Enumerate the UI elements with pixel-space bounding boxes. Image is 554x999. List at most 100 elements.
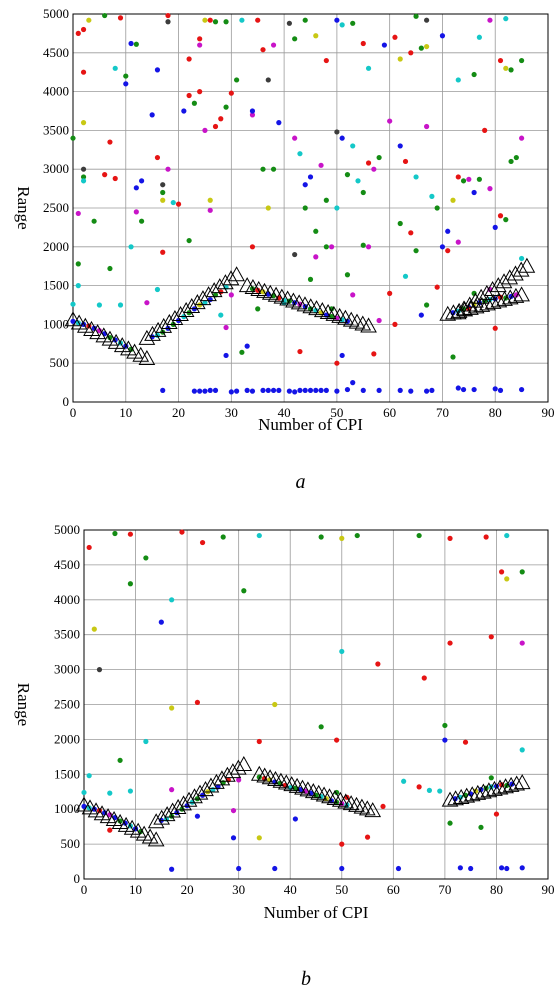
data-point: [313, 387, 319, 393]
data-point: [460, 178, 467, 184]
data-point: [249, 112, 256, 118]
data-point: [270, 166, 277, 172]
data-point: [286, 20, 292, 26]
panel-caption: a: [296, 471, 306, 493]
data-point: [128, 244, 134, 250]
data-point: [344, 172, 351, 178]
x-axis-label: Number of CPI: [264, 903, 369, 922]
track-triangle: [283, 776, 301, 792]
panel-caption: b: [301, 968, 311, 990]
data-point: [292, 251, 298, 258]
data-point: [488, 634, 494, 640]
data-point: [318, 534, 324, 540]
track-triangle: [250, 280, 268, 296]
data-point: [455, 174, 461, 180]
data-point: [212, 19, 219, 25]
track-triangle: [308, 300, 325, 316]
data-point: [107, 827, 113, 833]
y-tick-label: 1000: [43, 316, 69, 331]
scatter-points: [70, 12, 525, 395]
track-triangle: [138, 329, 156, 345]
data-point: [503, 65, 509, 71]
data-point: [218, 116, 224, 122]
track-triangle: [456, 301, 474, 317]
data-point: [112, 530, 118, 537]
x-tick-label: 80: [489, 405, 502, 420]
data-point: [70, 301, 76, 307]
y-tick-label: 3500: [54, 627, 80, 642]
data-point: [380, 803, 386, 810]
track-triangle: [360, 317, 377, 333]
data-point: [466, 176, 472, 182]
data-point: [234, 77, 240, 83]
track-triangle: [273, 288, 291, 304]
track-triangle: [478, 284, 496, 300]
track-triangle: [256, 282, 273, 298]
track-triangle: [313, 302, 331, 318]
data-point: [297, 348, 303, 355]
data-point: [75, 283, 81, 289]
data-point: [329, 244, 335, 250]
data-point: [408, 388, 414, 394]
data-point: [499, 569, 505, 575]
data-point: [241, 588, 247, 594]
track-triangle: [507, 265, 524, 281]
data-point: [202, 300, 208, 306]
data-point: [334, 129, 340, 135]
y-tick-label: 5000: [54, 522, 80, 537]
data-point: [191, 100, 197, 106]
data-point: [471, 189, 477, 196]
data-point: [519, 640, 525, 646]
data-point: [460, 386, 467, 393]
data-point: [482, 127, 488, 133]
data-point: [255, 306, 261, 312]
data-point: [207, 207, 213, 213]
data-point: [302, 17, 308, 23]
track-triangle: [267, 770, 284, 786]
data-point: [160, 189, 166, 196]
data-point: [455, 385, 461, 391]
data-point: [426, 787, 433, 793]
data-point: [493, 811, 500, 817]
data-point: [175, 201, 182, 207]
data-point: [424, 123, 430, 130]
data-point: [519, 255, 525, 262]
track-triangle: [147, 831, 165, 847]
data-point: [292, 36, 298, 42]
data-point: [169, 597, 175, 603]
data-point: [445, 248, 451, 254]
data-point: [260, 387, 266, 393]
data-point: [442, 722, 448, 729]
data-point: [256, 738, 262, 745]
y-tick-label: 4000: [43, 84, 69, 99]
data-point: [249, 108, 256, 114]
track-triangle: [149, 321, 167, 337]
data-point: [276, 120, 282, 126]
y-tick-label: 3000: [54, 662, 80, 677]
x-tick-label: 20: [181, 882, 194, 897]
x-tick-label: 30: [225, 405, 238, 420]
y-tick-label: 3500: [43, 122, 69, 137]
data-point: [334, 205, 340, 211]
data-point: [220, 534, 226, 540]
data-point: [218, 312, 224, 318]
data-point: [207, 17, 213, 23]
data-point: [519, 569, 525, 575]
data-point: [365, 244, 372, 250]
data-point: [194, 699, 201, 706]
data-point: [424, 388, 430, 394]
track-triangle: [302, 298, 320, 314]
data-point: [239, 17, 245, 23]
data-point: [158, 619, 164, 625]
x-tick-label: 10: [119, 405, 132, 420]
data-point: [354, 532, 360, 539]
data-point: [455, 239, 461, 245]
plot-frame: [72, 13, 549, 403]
track-triangle: [512, 261, 530, 277]
data-point: [376, 317, 382, 324]
track-triangle: [267, 286, 285, 302]
x-tick-label: 70: [438, 882, 451, 897]
data-point: [169, 705, 175, 711]
data-point: [408, 230, 414, 236]
data-point: [123, 73, 129, 79]
